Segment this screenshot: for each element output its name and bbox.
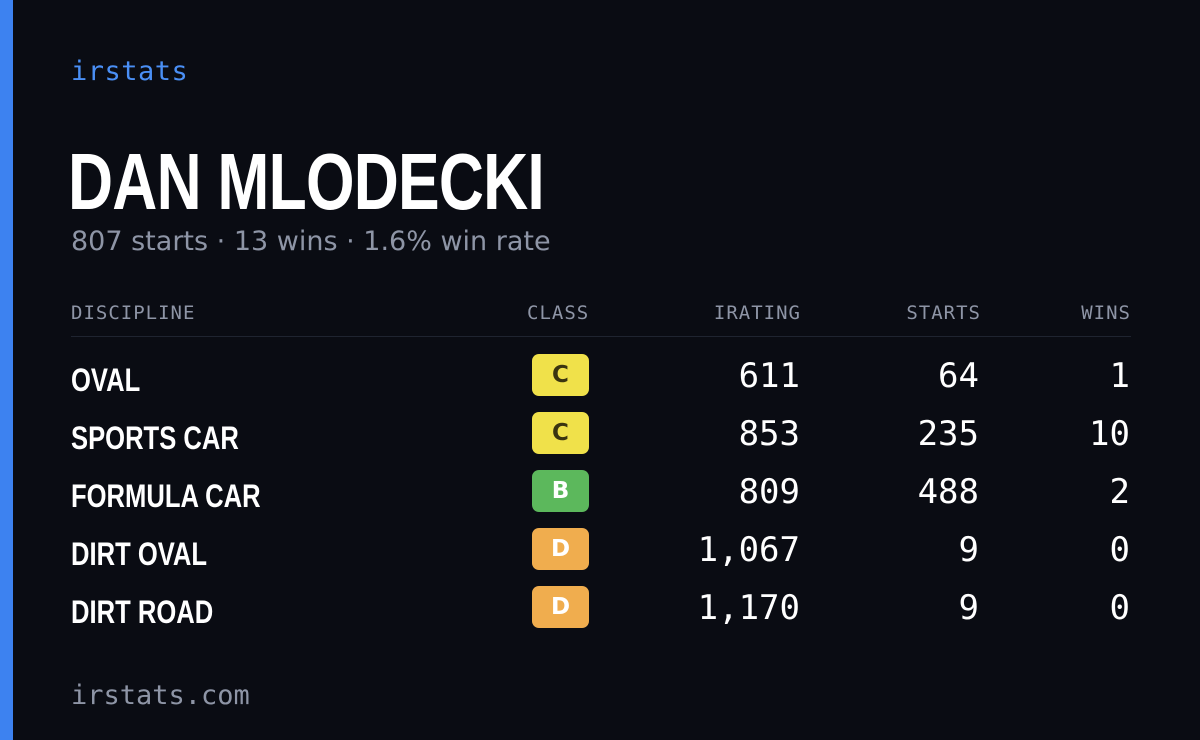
summary-starts: 807 starts: [71, 226, 209, 257]
irating-value: 1,067: [697, 530, 800, 570]
starts-value: 9: [958, 530, 979, 570]
footer-url[interactable]: irstats.com: [71, 680, 250, 711]
starts-value: 64: [938, 356, 979, 396]
class-badge: B: [532, 470, 589, 512]
class-badge: C: [532, 412, 589, 454]
table-row: DIRT OVAL D 1,067 9 0: [71, 522, 1131, 580]
header-wins: WINS: [1081, 302, 1131, 324]
header-starts: STARTS: [906, 302, 981, 324]
class-badge: C: [532, 354, 589, 396]
accent-bar: [0, 0, 13, 740]
irating-value: 809: [738, 472, 800, 512]
discipline-name: DIRT ROAD: [71, 594, 214, 630]
driver-name: DAN MLODECKI: [68, 137, 545, 226]
starts-value: 488: [917, 472, 979, 512]
discipline-name: SPORTS CAR: [71, 420, 239, 456]
table-row: OVAL C 611 64 1: [71, 348, 1131, 406]
brand-label: irstats: [71, 56, 189, 87]
discipline-name: DIRT OVAL: [71, 536, 208, 572]
wins-value: 2: [1109, 472, 1130, 512]
header-class: CLASS: [527, 302, 590, 324]
summary-separator: ·: [208, 226, 234, 257]
starts-value: 235: [917, 414, 979, 454]
summary-wins: 13 wins: [233, 226, 338, 257]
class-badge: D: [532, 586, 589, 628]
wins-value: 0: [1109, 530, 1130, 570]
irating-value: 1,170: [697, 588, 800, 628]
header-irating: IRATING: [713, 302, 801, 324]
starts-value: 9: [958, 588, 979, 628]
wins-value: 1: [1109, 356, 1130, 396]
irating-value: 853: [738, 414, 800, 454]
table-row: DIRT ROAD D 1,170 9 0: [71, 580, 1131, 638]
table-header: DISCIPLINE CLASS IRATING STARTS WINS: [71, 300, 1131, 337]
summary-win-rate: 1.6% win rate: [363, 226, 551, 257]
driver-summary: 807 starts · 13 wins · 1.6% win rate: [71, 226, 551, 257]
wins-value: 0: [1109, 588, 1130, 628]
wins-value: 10: [1089, 414, 1130, 454]
class-badge: D: [532, 528, 589, 570]
header-discipline: DISCIPLINE: [71, 302, 196, 324]
discipline-name: FORMULA CAR: [71, 478, 261, 514]
table-row: SPORTS CAR C 853 235 10: [71, 406, 1131, 464]
irating-value: 611: [738, 356, 800, 396]
summary-separator: ·: [337, 226, 364, 257]
discipline-name: OVAL: [71, 362, 141, 398]
discipline-table: OVAL C 611 64 1 SPORTS CAR C 853 235 10 …: [71, 348, 1131, 638]
table-row: FORMULA CAR B 809 488 2: [71, 464, 1131, 522]
